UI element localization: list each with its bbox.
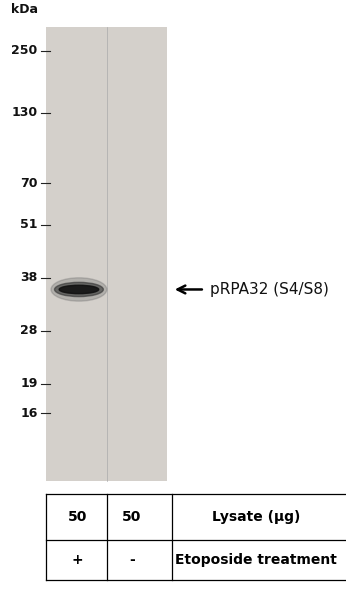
Text: -: - [129,553,135,567]
Text: Lysate (μg): Lysate (μg) [212,510,301,524]
Text: 50: 50 [67,510,87,524]
Text: Etoposide treatment: Etoposide treatment [176,553,337,567]
Text: pRPA32 (S4/S8): pRPA32 (S4/S8) [210,282,329,297]
Text: 16: 16 [20,407,37,419]
Bar [46,28,167,481]
Text: 130: 130 [11,106,37,119]
Ellipse shape [51,278,107,301]
Text: 70: 70 [20,177,37,190]
Text: 51: 51 [20,218,37,231]
Ellipse shape [55,283,104,296]
Text: +: + [71,553,83,567]
Text: 28: 28 [20,324,37,337]
Text: 38: 38 [20,271,37,284]
Text: kDa: kDa [11,2,37,16]
Text: 50: 50 [122,510,141,524]
Text: 19: 19 [20,377,37,390]
Text: 250: 250 [11,44,37,58]
Ellipse shape [59,285,99,293]
